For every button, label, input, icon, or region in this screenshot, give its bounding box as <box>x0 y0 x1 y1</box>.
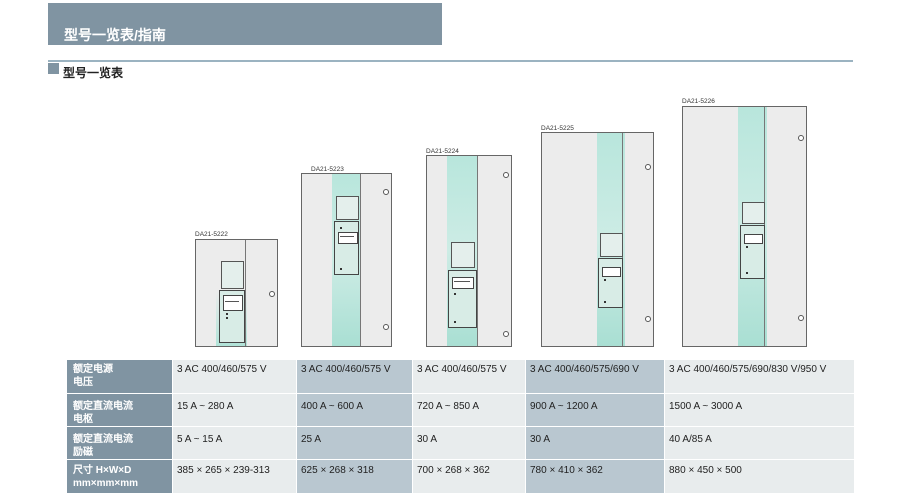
table-cell: 3 AC 400/460/575 V <box>172 359 297 394</box>
table-cell: 780 × 410 × 362 <box>525 459 665 494</box>
indicator-dot <box>226 313 228 315</box>
row-header: 额定直流电流 电枢 <box>66 393 173 427</box>
table-cell: 1500 A ~ 3000 A <box>664 393 855 427</box>
cabinet-right-door <box>764 107 806 346</box>
table-cell: 25 A <box>296 426 413 460</box>
section-title: 型号一览表 <box>63 66 124 80</box>
table-row: 额定直流电流 励磁 5 A ~ 15 A 25 A 30 A 30 A 40 A… <box>66 426 855 460</box>
indicator-dot <box>340 268 342 270</box>
spec-table: 额定电源 电压 3 AC 400/460/575 V 3 AC 400/460/… <box>66 359 855 494</box>
cabinet-illustration <box>301 173 392 347</box>
door-handle-icon <box>503 172 509 178</box>
table-cell: 3 AC 400/460/575 V <box>412 359 526 394</box>
cabinet-right-door <box>360 174 391 346</box>
cabinet-window <box>336 196 359 220</box>
door-handle-icon <box>645 164 651 170</box>
row-header-line2: 励磁 <box>73 447 93 458</box>
control-display <box>452 277 474 289</box>
table-cell: 720 A ~ 850 A <box>412 393 526 427</box>
cabinet-window <box>600 233 623 257</box>
door-handle-icon <box>383 189 389 195</box>
table-cell: 3 AC 400/460/575 V <box>296 359 413 394</box>
cabinet-illustration <box>682 106 807 347</box>
cabinet-left-door <box>683 107 739 346</box>
row-header-line1: 额定直流电流 <box>73 434 133 445</box>
table-cell: 3 AC 400/460/575/690/830 V/950 V <box>664 359 855 394</box>
cabinet-window <box>451 242 475 268</box>
cabinet-illustration <box>541 132 654 347</box>
cabinet-model-label: DA21-5223 <box>311 166 344 173</box>
display-line <box>454 281 470 282</box>
table-cell: 400 A ~ 600 A <box>296 393 413 427</box>
door-handle-icon <box>383 324 389 330</box>
control-panel <box>219 290 245 343</box>
door-handle-icon <box>798 315 804 321</box>
control-panel <box>334 221 359 275</box>
indicator-dot <box>746 246 748 248</box>
indicator-dot <box>340 227 342 229</box>
display-line <box>340 236 354 237</box>
table-row: 额定电源 电压 3 AC 400/460/575 V 3 AC 400/460/… <box>66 359 855 394</box>
cabinet-window <box>221 261 244 289</box>
row-header-line1: 尺寸 H×W×D <box>73 465 132 476</box>
cabinet-model-label: DA21-5226 <box>682 98 715 105</box>
row-header-line1: 额定电源 <box>73 364 113 375</box>
door-handle-icon <box>269 291 275 297</box>
section-marker <box>48 63 59 74</box>
indicator-dot <box>746 272 748 274</box>
display-line <box>225 301 239 302</box>
control-display <box>223 295 243 311</box>
indicator-dot <box>226 317 228 319</box>
table-cell: 3 AC 400/460/575/690 V <box>525 359 665 394</box>
page-title-banner: 型号一览表/指南 <box>48 3 442 45</box>
table-row: 额定直流电流 电枢 15 A ~ 280 A 400 A ~ 600 A 720… <box>66 393 855 427</box>
cabinet-model-label: DA21-5225 <box>541 125 574 132</box>
table-cell: 385 × 265 × 239-313 <box>172 459 297 494</box>
control-display <box>744 234 763 244</box>
table-cell: 30 A <box>525 426 665 460</box>
door-handle-icon <box>798 135 804 141</box>
cabinet-illustration <box>426 155 512 347</box>
indicator-dot <box>454 293 456 295</box>
cabinet-right-door <box>245 240 277 346</box>
table-cell: 30 A <box>412 426 526 460</box>
page-title: 型号一览表/指南 <box>64 27 166 43</box>
row-header-line1: 额定直流电流 <box>73 401 133 412</box>
cabinet-model-label: DA21-5224 <box>426 148 459 155</box>
row-header: 额定直流电流 励磁 <box>66 426 173 460</box>
row-header-line2: 电压 <box>73 377 93 388</box>
control-display <box>338 232 358 244</box>
cabinet-model-label: DA21-5222 <box>195 231 228 238</box>
indicator-dot <box>454 321 456 323</box>
cabinet-left-door <box>196 240 217 346</box>
indicator-dot <box>604 301 606 303</box>
table-row: 尺寸 H×W×D mm×mm×mm 385 × 265 × 239-313 62… <box>66 459 855 494</box>
door-handle-icon <box>503 331 509 337</box>
door-handle-icon <box>645 316 651 322</box>
row-header: 尺寸 H×W×D mm×mm×mm <box>66 459 173 494</box>
table-cell: 880 × 450 × 500 <box>664 459 855 494</box>
header-divider <box>48 60 853 62</box>
control-display <box>602 267 621 277</box>
table-cell: 700 × 268 × 362 <box>412 459 526 494</box>
indicator-dot <box>604 279 606 281</box>
row-header: 额定电源 电压 <box>66 359 173 394</box>
row-header-line2: mm×mm×mm <box>73 478 139 489</box>
cabinet-left-door <box>302 174 333 346</box>
cabinet-window <box>742 202 765 224</box>
control-panel <box>598 258 623 308</box>
table-cell: 625 × 268 × 318 <box>296 459 413 494</box>
control-panel <box>448 270 477 328</box>
row-header-line2: 电枢 <box>73 414 93 425</box>
table-cell: 15 A ~ 280 A <box>172 393 297 427</box>
control-panel <box>740 225 765 279</box>
table-cell: 40 A/85 A <box>664 426 855 460</box>
cabinet-illustration <box>195 239 278 347</box>
table-cell: 5 A ~ 15 A <box>172 426 297 460</box>
cabinet-right-door <box>477 156 511 346</box>
cabinet-left-door <box>427 156 448 346</box>
table-cell: 900 A ~ 1200 A <box>525 393 665 427</box>
cabinet-left-door <box>542 133 598 346</box>
